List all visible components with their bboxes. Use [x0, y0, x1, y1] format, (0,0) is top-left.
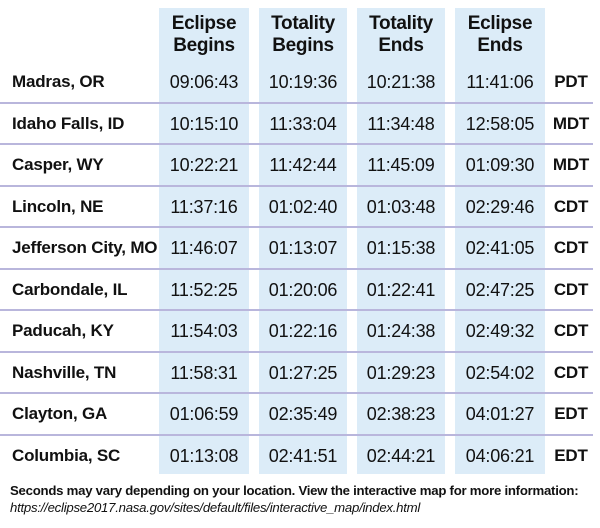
timezone-label: PDT [554, 72, 588, 91]
eclipse-begins-time: 10:22:21 [169, 154, 239, 175]
totality-ends-time: 10:21:38 [366, 71, 436, 92]
totality-begins-time: 01:02:40 [268, 196, 338, 217]
eclipse-begins-time: 01:13:08 [169, 445, 239, 466]
header-line2: Ends [378, 35, 424, 56]
table-row: Columbia, SC 01:13:08 02:41:51 02:44:21 … [0, 435, 600, 477]
row-divider [0, 392, 593, 394]
row-divider [0, 351, 593, 353]
totality-ends-time: 11:45:09 [367, 154, 435, 175]
city-name: Columbia, SC [12, 446, 121, 465]
table-row: Idaho Falls, ID 10:15:10 11:33:04 11:34:… [0, 103, 600, 145]
city-name: Clayton, GA [12, 404, 108, 423]
totality-ends-time: 11:34:48 [367, 113, 435, 134]
eclipse-begins-time: 11:37:16 [170, 196, 238, 217]
table-row: Carbondale, IL 11:52:25 01:20:06 01:22:4… [0, 269, 600, 311]
eclipse-ends-time: 02:41:05 [465, 237, 535, 258]
totality-begins-time: 10:19:36 [268, 71, 338, 92]
eclipse-ends-time: 04:06:21 [465, 445, 535, 466]
timezone-label: CDT [553, 280, 589, 299]
totality-begins-time: 01:22:16 [268, 320, 338, 341]
column-highlight-totality-begins [259, 8, 347, 474]
table-row: Clayton, GA 01:06:59 02:35:49 02:38:23 0… [0, 393, 600, 435]
column-highlight-totality-ends [357, 8, 445, 474]
eclipse-begins-time: 11:54:03 [170, 320, 238, 341]
totality-ends-time: 01:22:41 [366, 279, 436, 300]
eclipse-ends-time: 02:47:25 [465, 279, 535, 300]
eclipse-ends-time: 11:41:06 [466, 71, 534, 92]
row-divider [0, 268, 593, 270]
city-name: Madras, OR [12, 72, 105, 91]
header-line1: Eclipse [171, 13, 237, 34]
column-highlight-eclipse-ends [455, 8, 545, 474]
row-divider [0, 185, 593, 187]
timezone-label: CDT [553, 238, 589, 257]
header-totality-ends: Totality Ends [357, 10, 445, 60]
row-divider [0, 434, 593, 436]
table-row: Madras, OR 09:06:43 10:19:36 10:21:38 11… [0, 61, 600, 103]
column-highlight-eclipse-begins [159, 8, 249, 474]
eclipse-begins-time: 11:52:25 [170, 279, 238, 300]
row-divider [0, 226, 593, 228]
row-divider [0, 143, 593, 145]
city-name: Nashville, TN [12, 363, 117, 382]
table-row: Jefferson City, MO 11:46:07 01:13:07 01:… [0, 227, 600, 269]
timezone-label: CDT [553, 363, 589, 382]
totality-begins-time: 02:41:51 [268, 445, 338, 466]
footnote-text: Seconds may vary depending on your locat… [10, 483, 579, 498]
header-line2: Begins [272, 35, 334, 56]
eclipse-begins-time: 09:06:43 [169, 71, 239, 92]
timezone-label: EDT [554, 404, 588, 423]
header-totality-begins: Totality Begins [259, 10, 347, 60]
city-name: Paducah, KY [12, 321, 114, 340]
header-line1: Eclipse [467, 13, 533, 34]
timezone-label: CDT [553, 197, 589, 216]
totality-begins-time: 11:33:04 [269, 113, 337, 134]
footnote-url[interactable]: https://eclipse2017.nasa.gov/sites/defau… [10, 500, 421, 515]
eclipse-begins-time: 01:06:59 [169, 403, 239, 424]
eclipse-begins-time: 11:58:31 [170, 362, 238, 383]
header-line2: Begins [173, 35, 235, 56]
city-name: Jefferson City, MO [12, 238, 158, 257]
row-divider [0, 102, 593, 104]
table-row: Casper, WY 10:22:21 11:42:44 11:45:09 01… [0, 144, 600, 186]
totality-ends-time: 01:15:38 [366, 237, 436, 258]
eclipse-ends-time: 02:54:02 [465, 362, 535, 383]
timezone-label: MDT [552, 155, 590, 174]
totality-begins-time: 01:13:07 [268, 237, 338, 258]
eclipse-begins-time: 11:46:07 [170, 237, 238, 258]
table-row: Paducah, KY 11:54:03 01:22:16 01:24:38 0… [0, 310, 600, 352]
eclipse-ends-time: 01:09:30 [465, 154, 535, 175]
city-name: Idaho Falls, ID [12, 114, 125, 133]
totality-begins-time: 11:42:44 [269, 154, 337, 175]
city-name: Casper, WY [12, 155, 104, 174]
footnote: Seconds may vary depending on your locat… [10, 482, 600, 516]
header-eclipse-begins: Eclipse Begins [159, 10, 249, 60]
timezone-label: EDT [554, 446, 588, 465]
eclipse-ends-time: 12:58:05 [465, 113, 535, 134]
timezone-label: MDT [552, 114, 590, 133]
header-line1: Totality [369, 13, 433, 34]
totality-begins-time: 01:27:25 [268, 362, 338, 383]
eclipse-ends-time: 02:49:32 [465, 320, 535, 341]
totality-ends-time: 02:44:21 [366, 445, 436, 466]
city-name: Carbondale, IL [12, 280, 128, 299]
eclipse-ends-time: 04:01:27 [465, 403, 535, 424]
table-row: Nashville, TN 11:58:31 01:27:25 01:29:23… [0, 352, 600, 394]
header-line2: Ends [477, 35, 523, 56]
eclipse-begins-time: 10:15:10 [169, 113, 239, 134]
totality-ends-time: 01:29:23 [366, 362, 436, 383]
row-divider [0, 309, 593, 311]
totality-begins-time: 02:35:49 [268, 403, 338, 424]
totality-ends-time: 02:38:23 [366, 403, 436, 424]
totality-begins-time: 01:20:06 [268, 279, 338, 300]
totality-ends-time: 01:24:38 [366, 320, 436, 341]
totality-ends-time: 01:03:48 [366, 196, 436, 217]
header-line1: Totality [271, 13, 335, 34]
timezone-label: CDT [553, 321, 589, 340]
header-eclipse-ends: Eclipse Ends [455, 10, 545, 60]
table-row: Lincoln, NE 11:37:16 01:02:40 01:03:48 0… [0, 186, 600, 228]
eclipse-ends-time: 02:29:46 [465, 196, 535, 217]
city-name: Lincoln, NE [12, 197, 104, 216]
